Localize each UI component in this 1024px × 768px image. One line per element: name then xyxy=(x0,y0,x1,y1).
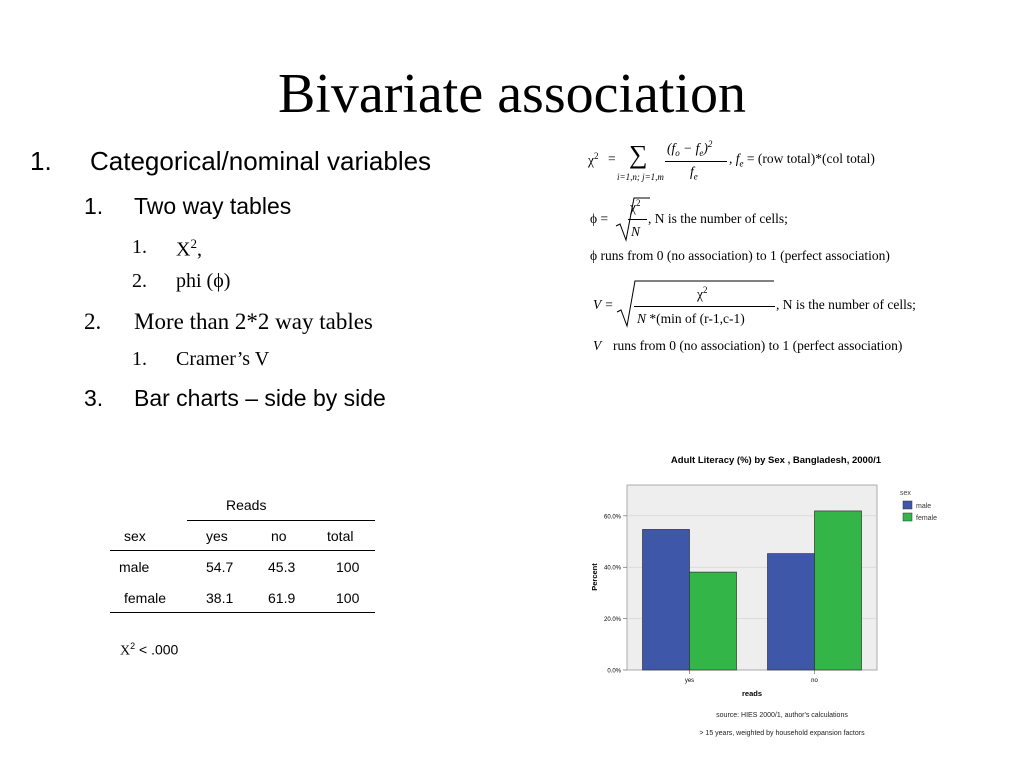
x-axis-label: reads xyxy=(742,689,762,698)
y-tick-label: 0.0% xyxy=(607,669,621,675)
legend-swatch xyxy=(902,512,913,522)
sum-subscript: i=1,n; j=1,m xyxy=(617,172,664,182)
phi-range-text: ϕ runs from 0 (no association) to 1 (per… xyxy=(590,248,890,263)
y-tick-label: 60.0% xyxy=(604,514,622,520)
phi-numerator: χ2 xyxy=(630,198,641,215)
legend-swatch xyxy=(902,500,913,510)
bar-male-no xyxy=(767,553,815,671)
radical-sign xyxy=(615,197,650,242)
phi-note: , N is the number of cells; xyxy=(648,211,788,226)
slide-title: Bivariate association xyxy=(277,63,747,125)
radical-sign xyxy=(616,280,774,328)
table-rule-bottom xyxy=(110,612,375,613)
table-cell: 100 xyxy=(336,559,360,575)
fraction-bar xyxy=(665,161,727,162)
outline-number: 1. xyxy=(84,193,104,219)
sum-symbol: ∑ xyxy=(629,140,648,169)
v-note: , N is the number of cells; xyxy=(776,297,916,312)
y-axis-ticks: 0.0% 20.0% 40.0% 60.0% xyxy=(604,514,627,675)
legend-title: sex xyxy=(900,490,911,497)
table-cell: 61.9 xyxy=(268,590,296,606)
table-rule-top xyxy=(187,520,375,521)
outline-item-categorical: Categorical/nominal variables xyxy=(90,146,432,176)
y-axis-label: Percent xyxy=(590,563,599,591)
v-range-text: runs from 0 (no association) to 1 (perfe… xyxy=(613,338,903,353)
outline-number: 2. xyxy=(84,309,102,334)
bar-female-yes xyxy=(689,571,737,671)
table-cell: 38.1 xyxy=(206,590,234,606)
chart-title: Adult Literacy (%) by Sex , Bangladesh, … xyxy=(671,455,882,466)
legend-label: female xyxy=(916,515,937,522)
outline-number: 2. xyxy=(132,270,147,292)
y-tick-label: 40.0% xyxy=(604,566,622,572)
fraction-denominator: fe xyxy=(690,164,698,182)
table-header-reads: Reads xyxy=(226,497,267,513)
outline-number: 1. xyxy=(132,236,147,258)
fraction-bar xyxy=(634,306,775,307)
source-note: > 15 years, weighted by household expans… xyxy=(699,730,865,737)
outline-item-more-than-2x2: More than 2*2 way tables xyxy=(134,309,373,334)
legend: sex male female xyxy=(900,490,937,522)
outline-item-cramers-v: Cramer’s V xyxy=(176,348,270,370)
x-tick-label: no xyxy=(811,678,818,684)
phi-lhs: ϕ = xyxy=(590,211,609,226)
chi-square-result: X2 < .000 xyxy=(120,641,179,659)
table-cell: 45.3 xyxy=(268,559,296,575)
column-header-no: no xyxy=(271,528,287,544)
phi-denominator: N xyxy=(631,224,641,239)
column-header-sex: sex xyxy=(124,528,146,544)
outline-number: 1. xyxy=(132,348,147,370)
y-tick-label: 20.0% xyxy=(604,617,622,623)
bars xyxy=(642,510,862,671)
v-denominator: N *(min of (r-1,c-1) xyxy=(637,311,745,326)
equals-sign: = xyxy=(608,151,616,166)
table-cell: 100 xyxy=(336,590,360,606)
table-cell: 54.7 xyxy=(206,559,234,575)
fe-definition: , fe = (row total)*(col total) xyxy=(729,151,875,169)
column-header-yes: yes xyxy=(206,528,228,544)
v-lhs: V = xyxy=(593,297,614,312)
fraction-bar xyxy=(628,219,647,220)
x-tick-label: yes xyxy=(685,678,694,684)
bar-chart: Adult Literacy (%) by Sex , Bangladesh, … xyxy=(590,455,937,737)
outline-item-two-way: Two way tables xyxy=(134,193,292,219)
fraction-numerator: (fo − fe)2 xyxy=(667,139,713,159)
v-range-symbol: V xyxy=(593,338,602,353)
x-axis-ticks: yes no xyxy=(685,670,818,684)
outline-item-bar-charts: Bar charts – side by side xyxy=(134,385,386,411)
source-note: source: HIES 2000/1, author's calculatio… xyxy=(716,712,848,719)
outline-number: 1. xyxy=(30,146,52,176)
table-rule-header xyxy=(110,550,375,551)
table-cell: female xyxy=(124,590,167,606)
outline-item-chi-square: X2, xyxy=(176,236,202,261)
outline-item-phi: phi (ϕ) xyxy=(176,270,231,292)
outline-number: 3. xyxy=(84,385,104,411)
chi-symbol: χ2 xyxy=(588,151,599,168)
column-header-total: total xyxy=(327,528,354,544)
v-numerator: χ2 xyxy=(697,285,708,302)
table-cell: male xyxy=(119,559,150,575)
legend-label: male xyxy=(916,503,931,510)
bar-female-no xyxy=(814,510,862,671)
bar-male-yes xyxy=(642,529,690,671)
